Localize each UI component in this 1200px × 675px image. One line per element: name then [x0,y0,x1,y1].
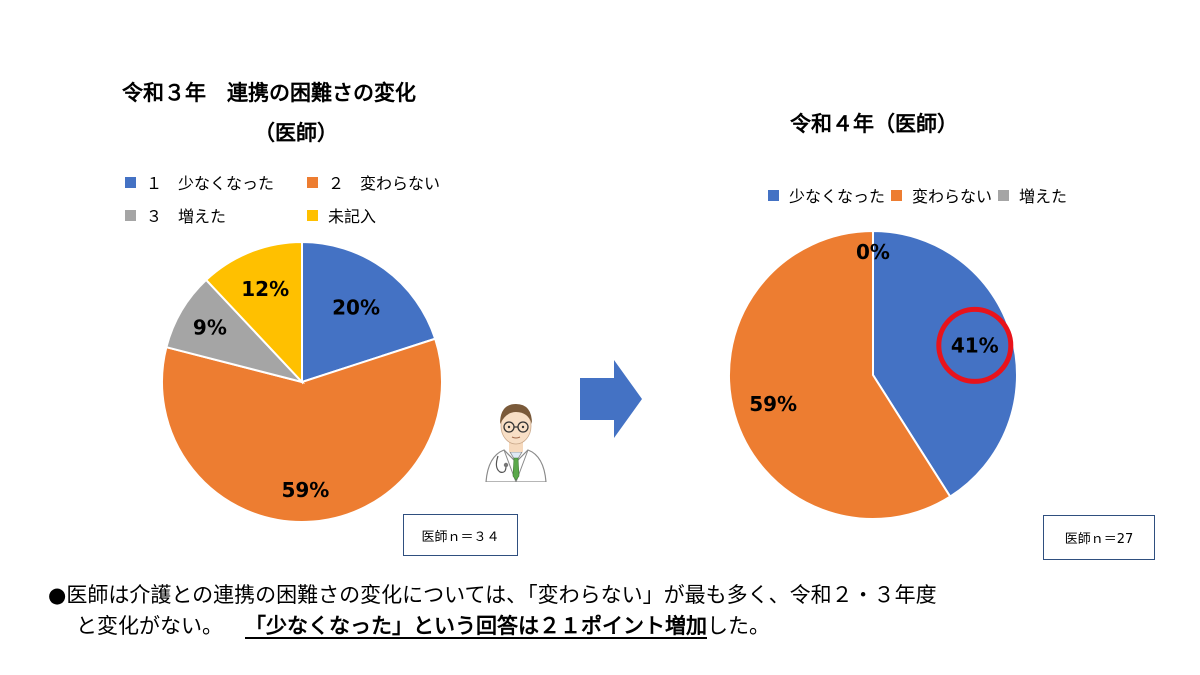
summary-line-2: と変化がない。 「少なくなった」という回答は２１ポイント増加した。 [48,611,937,642]
summary-text-1: 医師は介護との連携の困難さの変化については、「変わらない」が最も多く、令和２・３… [66,583,937,607]
legend-swatch [307,209,318,221]
left-chart-subtitle: （医師） [254,121,338,145]
legend-item: ２ 変わらない [307,170,440,194]
pie-data-label: 59% [749,392,797,416]
legend-label: １ 少なくなった [146,174,275,193]
legend-swatch [125,176,136,188]
left-sample-size-box: 医師ｎ＝３４ [403,514,518,556]
sample-size-label: 医師ｎ＝３４ [421,529,500,545]
legend-item: １ 少なくなった [125,170,307,194]
legend-label: ２ 変わらない [328,174,441,193]
legend-item: 増えた [998,183,1067,207]
pie-slice [161,337,443,523]
pie-slice [301,240,437,384]
right-pie-chart: 41% 59% 0% [728,229,1018,520]
highlight-ring [936,306,1014,384]
legend-swatch [891,189,903,201]
left-chart-title: 令和３年 連携の困難さの変化 [122,81,416,105]
legend-item: ３ 増えた [125,203,307,227]
left-pie-chart: 20% 59% 9% 12% [161,240,443,523]
legend-item: 少なくなった [768,183,885,207]
pie-data-label: 12% [241,277,289,301]
pie-data-label: 59% [281,478,329,502]
right-legend: 少なくなった 変わらない 増えた [768,183,1067,207]
right-arrow-icon [580,360,642,438]
sample-size-label: 医師ｎ＝27 [1064,532,1134,547]
legend-label: ３ 増えた [146,207,227,226]
legend-label: 変わらない [912,187,993,206]
summary-note: ●医師は介護との連携の困難さの変化については、「変わらない」が最も多く、令和２・… [48,580,937,642]
legend-swatch [998,189,1010,201]
legend-item: 未記入 [307,203,376,227]
left-legend-row-2: ３ 増えた 未記入 [125,203,376,227]
legend-label: 増えた [1019,187,1068,206]
right-sample-size-box: 医師ｎ＝27 [1043,515,1155,560]
legend-label: 未記入 [328,207,377,226]
summary-text-2: と変化がない。 [76,614,223,638]
legend-swatch [307,176,318,188]
legend-label: 少なくなった [789,187,886,206]
summary-emphasis: 「少なくなった」という回答は２１ポイント増加 [245,614,707,638]
doctor-illustration [485,404,547,482]
pie-data-label: 9% [193,316,227,340]
pie-slice [204,240,303,385]
bullet-icon: ● [48,583,67,607]
summary-text-3: した。 [707,614,770,638]
legend-swatch [125,209,136,221]
pie-data-label: 41% [951,333,999,357]
legend-item: 変わらない [891,183,992,207]
summary-line-1: ●医師は介護との連携の困難さの変化については、「変わらない」が最も多く、令和２・… [48,580,937,611]
pie-slice [165,278,306,384]
pie-slice [728,229,952,520]
left-legend-row-1: １ 少なくなった ２ 変わらない [125,170,440,194]
legend-swatch [768,189,779,201]
right-chart-title: 令和４年（医師） [790,112,958,136]
pie-data-label: 20% [332,296,380,320]
pie-data-label: 0% [856,240,890,264]
